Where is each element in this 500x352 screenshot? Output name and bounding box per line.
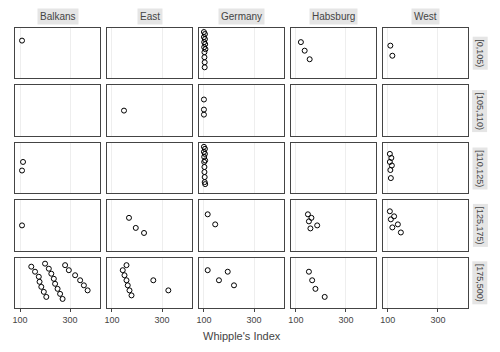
svg-text:100: 100 xyxy=(380,315,395,325)
svg-text:West: West xyxy=(414,11,437,22)
svg-text:300: 300 xyxy=(63,315,78,325)
svg-text:300: 300 xyxy=(247,315,262,325)
svg-text:[125,175): [125,175) xyxy=(475,206,485,244)
svg-text:100: 100 xyxy=(104,315,119,325)
svg-text:300: 300 xyxy=(155,315,170,325)
svg-text:100: 100 xyxy=(196,315,211,325)
svg-text:[110,125): [110,125) xyxy=(475,150,485,187)
svg-text:[175,500): [175,500) xyxy=(475,264,485,302)
svg-text:[0,105): [0,105) xyxy=(475,39,485,67)
svg-text:[105,110): [105,110) xyxy=(475,93,485,130)
svg-text:300: 300 xyxy=(338,315,353,325)
svg-text:Habsburg: Habsburg xyxy=(312,11,355,22)
svg-text:100: 100 xyxy=(12,315,27,325)
svg-text:100: 100 xyxy=(288,315,303,325)
svg-text:Germany: Germany xyxy=(221,11,262,22)
svg-text:300: 300 xyxy=(430,315,445,325)
svg-text:Whipple's Index: Whipple's Index xyxy=(203,330,281,342)
svg-text:East: East xyxy=(140,11,160,22)
svg-text:Balkans: Balkans xyxy=(40,11,76,22)
